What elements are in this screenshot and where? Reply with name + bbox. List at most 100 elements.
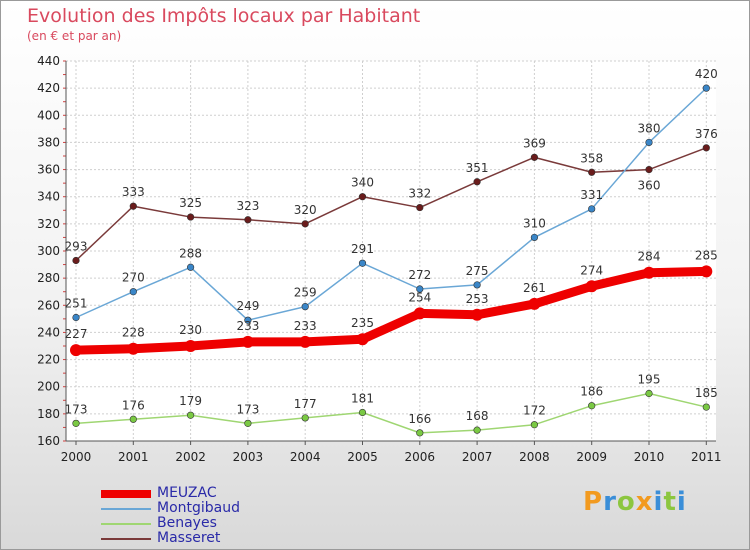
data-point-benayes: [358, 408, 367, 417]
data-point-montgibaud: [301, 303, 309, 311]
data-label-montgibaud: 288: [179, 246, 202, 260]
data-point-masseret: [416, 203, 424, 212]
data-point-masseret: [702, 144, 710, 152]
data-label-masseret: 320: [294, 203, 317, 217]
data-label-montgibaud: 380: [638, 121, 661, 135]
data-point-benayes: [473, 426, 481, 434]
data-point-meuzac: [299, 335, 312, 348]
y-tick-label: 400: [37, 108, 60, 122]
data-point-masseret: [588, 168, 596, 176]
data-point-meuzac: [471, 308, 484, 321]
data-label-benayes: 166: [408, 412, 431, 426]
y-tick-label: 340: [37, 190, 60, 204]
data-point-meuzac: [241, 335, 254, 348]
data-label-montgibaud: 331: [580, 188, 603, 202]
data-label-meuzac: 233: [294, 319, 317, 333]
legend-swatch: [101, 508, 151, 510]
x-tick-label: 2007: [462, 450, 493, 464]
chart-title: Evolution des Impôts locaux par Habitant: [27, 5, 421, 27]
data-label-masseret: 358: [580, 151, 603, 165]
data-label-masseret: 323: [236, 199, 259, 213]
data-label-benayes: 181: [351, 392, 374, 406]
data-label-masseret: 325: [179, 196, 202, 210]
data-label-meuzac: 235: [351, 316, 374, 330]
data-point-benayes: [129, 415, 137, 423]
data-point-benayes: [645, 389, 653, 398]
series-line-meuzac: [71, 266, 711, 355]
logo-letter: t: [663, 487, 677, 517]
data-point-benayes: [187, 411, 195, 419]
data-point-benayes: [530, 421, 539, 429]
logo-letter: o: [616, 487, 636, 517]
series-line-montgibaud: [75, 87, 708, 321]
data-point-montgibaud: [645, 138, 653, 147]
legend-label: MEUZAC: [157, 485, 217, 501]
data-label-meuzac: 253: [466, 292, 489, 306]
y-tick-label: 360: [37, 163, 60, 177]
data-point-masseret: [244, 216, 252, 224]
legend-swatch: [101, 523, 151, 525]
legend-swatch: [101, 490, 151, 498]
y-tick-label: 240: [37, 325, 60, 339]
data-label-benayes: 172: [523, 404, 546, 418]
data-label-meuzac: 233: [236, 319, 259, 333]
logo-letter: r: [603, 487, 617, 517]
data-point-benayes: [588, 402, 596, 410]
x-tick-label: 2001: [118, 450, 149, 464]
data-label-montgibaud: 249: [236, 299, 259, 313]
proxiti-logo: Proxiti: [583, 487, 687, 517]
series-line-benayes: [75, 392, 708, 434]
data-label-meuzac: 274: [580, 263, 603, 277]
x-tick-label: 2004: [290, 450, 321, 464]
data-point-montgibaud: [473, 281, 481, 289]
data-point-montgibaud: [244, 316, 252, 324]
data-label-montgibaud: 259: [294, 286, 317, 300]
y-tick-label: 160: [37, 434, 60, 448]
data-point-montgibaud: [72, 313, 80, 322]
data-label-masseret: 332: [408, 187, 431, 201]
data-label-masseret: 376: [695, 127, 718, 141]
data-point-montgibaud: [588, 205, 596, 213]
data-label-montgibaud: 251: [65, 297, 88, 311]
y-tick-label: 380: [37, 135, 60, 149]
data-point-montgibaud: [702, 84, 710, 92]
data-point-meuzac: [413, 307, 426, 320]
data-label-benayes: 168: [466, 409, 489, 423]
y-tick-label: 260: [37, 298, 60, 312]
x-tick-label: 2000: [61, 450, 92, 464]
x-tick-label: 2010: [634, 450, 665, 464]
x-tick-label: 2006: [405, 450, 436, 464]
data-label-benayes: 176: [122, 398, 145, 412]
chart-subtitle: (en € et par an): [27, 29, 122, 43]
data-label-meuzac: 285: [695, 248, 718, 262]
data-point-montgibaud: [530, 233, 539, 242]
data-point-benayes: [702, 403, 710, 411]
logo-letter: i: [676, 487, 687, 517]
data-point-masseret: [72, 256, 80, 265]
data-point-masseret: [645, 165, 653, 174]
data-label-masseret: 369: [523, 136, 546, 150]
data-point-benayes: [416, 429, 424, 437]
data-label-masseret: 340: [351, 176, 374, 190]
data-point-masseret: [187, 213, 195, 221]
data-label-masseret: 293: [65, 240, 88, 254]
x-tick-label: 2005: [347, 450, 378, 464]
data-point-meuzac: [528, 297, 541, 310]
data-label-benayes: 195: [638, 373, 661, 387]
data-label-masseret: 360: [638, 179, 661, 193]
y-tick-label: 300: [37, 244, 60, 258]
data-label-meuzac: 261: [523, 281, 546, 295]
legend-label: Montgibaud: [157, 500, 241, 516]
data-point-montgibaud: [416, 285, 424, 293]
y-tick-label: 440: [37, 54, 60, 68]
data-point-meuzac: [127, 342, 140, 355]
x-tick-label: 2009: [576, 450, 607, 464]
data-label-meuzac: 284: [638, 250, 661, 264]
data-point-meuzac: [356, 333, 369, 346]
y-tick-label: 420: [37, 81, 60, 95]
data-label-montgibaud: 291: [351, 242, 374, 256]
logo-letter: x: [635, 487, 654, 517]
data-label-montgibaud: 310: [523, 216, 546, 230]
y-tick-label: 320: [37, 217, 60, 231]
